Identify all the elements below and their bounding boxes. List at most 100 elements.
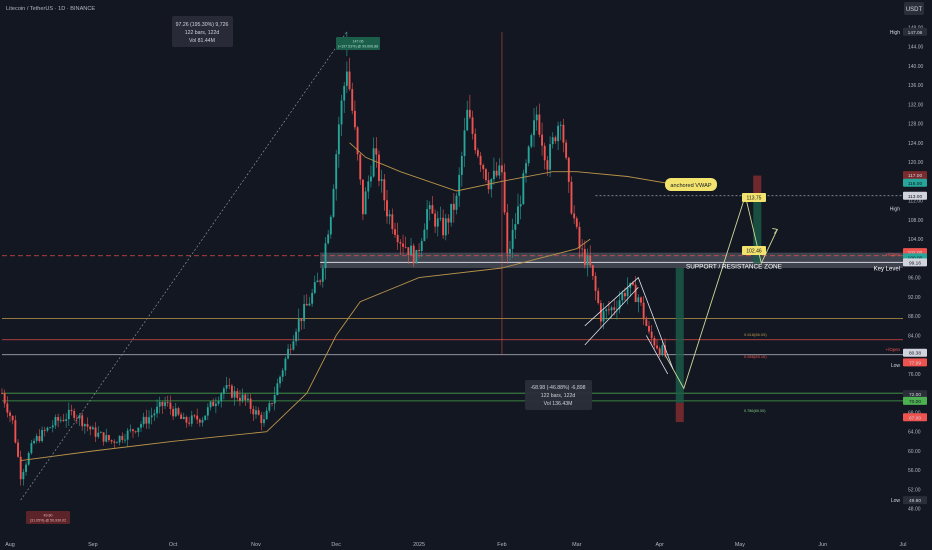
candle-body [487,180,490,190]
candle-body [244,394,247,400]
candle-body [664,345,666,355]
candle-body [557,125,560,142]
candle-body [573,213,576,219]
candle-body [463,130,466,157]
candle-body [621,293,624,301]
candle-body [361,179,364,215]
price-badge-label: 113.00 [908,194,923,200]
projection-arrowhead [772,228,779,234]
candle-body [490,179,493,190]
low-tag-line1: 49.80 [44,514,53,518]
candle-body [439,217,442,219]
candle-body [25,464,27,472]
candle-body [581,248,584,250]
price-tick-label: 84.00 [908,333,921,339]
candle-body [386,200,388,217]
candle-body [43,430,46,431]
upper-box-green [753,195,762,264]
wedge-lower-line [584,287,639,346]
candle-body [132,429,134,432]
candle-body [391,214,394,230]
measure-down-box [525,380,592,410]
candle-body [260,414,263,424]
candle-body [410,245,412,256]
candle-body [607,309,610,311]
price-tick-label: 96.00 [908,276,921,282]
price-tick-label: 92.00 [908,295,921,301]
candle-body [345,71,348,86]
candle-body [455,195,458,210]
candle-body [185,416,188,423]
candle-body [137,427,140,433]
candle-body [271,403,273,404]
candle-body [388,214,391,217]
candle-body [420,241,423,252]
candle-body [501,165,503,173]
currency-button[interactable]: USDT [906,7,923,13]
currency-button-bg[interactable] [904,2,924,15]
candle-body [57,417,60,421]
candle-body [86,424,89,427]
candle-body [225,385,228,389]
candle-body [597,290,600,304]
price-tick-label: 140.00 [908,64,924,70]
candle-body [220,393,223,402]
candle-body [565,142,568,158]
candle-body [460,156,463,175]
candle-body [182,416,185,420]
candle-body [426,209,429,230]
price-tick-label: 88.00 [908,314,921,320]
candle-body [624,293,626,297]
candle-body [506,212,509,254]
candle-body [615,308,618,310]
candle-body [49,427,52,429]
candle-body [177,408,180,415]
candle-body [241,394,244,401]
candle-body [378,154,380,181]
candle-body [605,309,608,312]
candle-body [589,256,592,266]
bottom-box-label: 0.786(60.00) [744,409,766,413]
breakdown-line [645,335,669,375]
candle-body [73,410,76,418]
candle-body [476,150,479,156]
candle-body [327,234,330,244]
candle-body [94,427,97,437]
measure-up-box [172,16,233,47]
candle-body [97,432,100,437]
price-tick-label: 76.00 [908,372,921,378]
candle-body [11,415,14,421]
candle-body [255,410,257,415]
price-axis-bg [903,0,932,550]
candle-body [279,376,281,384]
candle-body [292,341,295,350]
price-badge-label: 70.00 [909,399,921,405]
candle-body [332,188,335,217]
candle-body [634,284,637,303]
candle-body [418,249,421,252]
price-badge-label: 147.06 [908,30,923,36]
time-tick-label: Sep [88,542,98,548]
candle-body [591,265,594,276]
candle-body [632,282,634,285]
candle-body [276,383,279,396]
candle-body [284,358,287,371]
candle-body [610,307,613,311]
candle-body [102,432,105,442]
price-tick-label: 144.00 [908,45,924,51]
candle-body [367,181,370,192]
time-tick-label: 2025 [413,542,425,548]
candle-body [495,170,498,176]
red-level-label: 0.656(83.16) [744,354,767,359]
candle-body [538,114,541,135]
candle-body [554,137,557,142]
candle-body [9,412,11,416]
candle-body [640,297,642,303]
candle-body [158,401,161,407]
candle-body [583,249,586,266]
candle-body [527,146,530,164]
candle-body [268,403,271,411]
candle-body [22,471,25,480]
candle-body [319,280,322,282]
